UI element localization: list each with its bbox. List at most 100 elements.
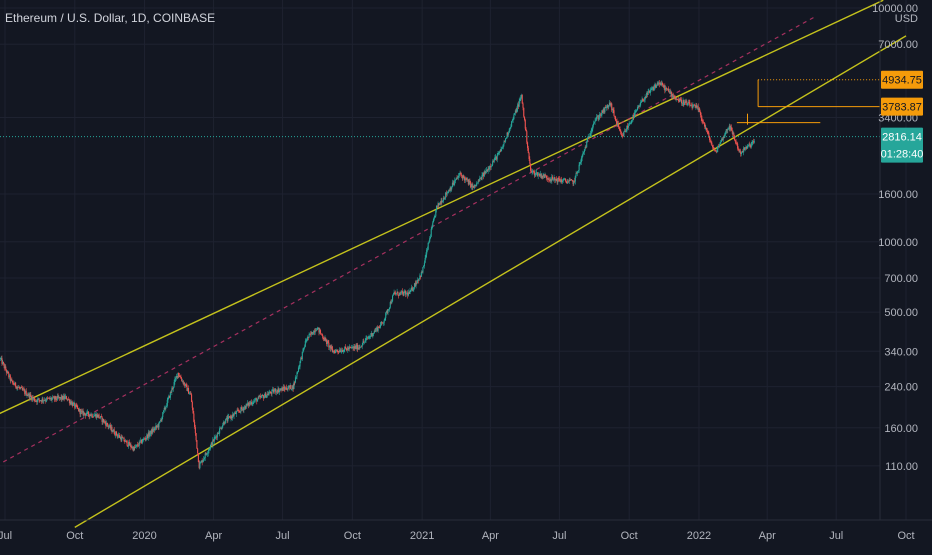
candle-body <box>386 311 388 313</box>
candle-body <box>181 378 183 381</box>
candle-body <box>257 396 259 400</box>
candle-body <box>401 291 403 293</box>
candle-body <box>501 148 503 150</box>
candle-body <box>548 178 550 180</box>
candle-body <box>373 333 375 335</box>
candle-body <box>665 87 667 89</box>
candle-body <box>738 148 740 152</box>
candle-body <box>537 173 539 177</box>
time-tick-label: Apr <box>482 530 499 542</box>
candle-body <box>704 124 706 129</box>
candle-body <box>621 135 623 137</box>
candle-body <box>522 103 524 108</box>
candle-body <box>154 427 156 430</box>
candle-body <box>68 399 71 404</box>
candle-body <box>377 326 379 331</box>
time-axis[interactable]: Jul Oct 2020 Apr Jul Oct 2021 Apr Jul Oct 2022 Apr J… <box>0 530 915 542</box>
candle-body <box>636 107 639 111</box>
candle-body <box>505 138 507 142</box>
candle-body <box>321 333 323 336</box>
candle-body <box>107 425 109 427</box>
candle-body <box>506 132 508 138</box>
candle-body <box>398 292 400 296</box>
candle-body <box>235 412 237 415</box>
candle-body <box>331 346 333 349</box>
candle-body <box>132 446 134 451</box>
candle-body <box>521 95 523 104</box>
candle-body <box>106 423 108 426</box>
candle-body <box>732 133 734 135</box>
level-tag-label: 3783.87 <box>882 102 922 114</box>
candle-body <box>1 358 3 364</box>
candle-body <box>495 156 497 158</box>
price-tick-label: 1000.00 <box>878 237 918 249</box>
candle-body <box>437 203 439 206</box>
candle-body <box>561 180 563 183</box>
candle-body <box>294 382 296 384</box>
candle-body <box>34 401 36 402</box>
time-tick-label: Jul <box>552 530 566 542</box>
candle-body <box>673 95 675 98</box>
candle-body <box>628 123 630 126</box>
candle-body <box>99 417 101 419</box>
candle-body <box>592 125 594 130</box>
candle-body <box>364 339 366 342</box>
candle-body <box>753 141 755 143</box>
candle-body <box>646 92 648 95</box>
candle-body <box>81 410 83 412</box>
candle-body <box>614 116 617 121</box>
candle-body <box>74 404 77 408</box>
candle-body <box>478 180 480 182</box>
candle-body <box>245 404 247 409</box>
candle-body <box>376 327 378 331</box>
candle-body <box>414 283 416 286</box>
candle-body <box>275 389 277 393</box>
candle-body <box>441 200 443 203</box>
candle-body <box>483 173 485 177</box>
candle-body <box>326 341 328 345</box>
candle-body <box>595 119 597 121</box>
candle-body <box>106 423 108 426</box>
candle-body <box>175 376 177 378</box>
candle-body <box>514 110 516 114</box>
candle-body <box>77 407 79 409</box>
candle-body <box>11 379 13 381</box>
candle-body <box>630 123 632 125</box>
candle-body <box>115 431 117 436</box>
candle-body <box>184 384 187 386</box>
candle-body <box>482 173 484 175</box>
candle-body <box>660 83 662 86</box>
candle-body <box>633 114 635 118</box>
candle-body <box>136 444 138 446</box>
candle-body <box>201 460 203 463</box>
candle-body <box>24 390 27 394</box>
candle-body <box>743 147 746 151</box>
candle-body <box>265 393 267 398</box>
candle-body <box>417 279 419 281</box>
price-axis[interactable]: 10000.007000.003400.001600.001000.00700.… <box>872 3 923 473</box>
candle-body <box>283 387 285 389</box>
candle-body <box>516 109 518 113</box>
candle-body <box>22 389 24 391</box>
candle-body <box>243 407 245 411</box>
candle-body <box>702 121 705 123</box>
candle-body <box>253 400 256 402</box>
candle-body <box>190 393 192 395</box>
candle-body <box>130 444 132 448</box>
candle-body <box>177 372 179 378</box>
candle-body <box>473 184 476 188</box>
candle-body <box>65 396 67 397</box>
candle-body <box>412 289 414 291</box>
candle-body <box>329 345 331 349</box>
candle-body <box>143 438 146 440</box>
candle-body <box>492 161 494 165</box>
current-price-label: 2816.14 <box>882 132 922 144</box>
candle-body <box>659 83 661 85</box>
candle-body <box>489 166 491 170</box>
candle-body <box>530 170 532 173</box>
candle-body <box>215 436 217 438</box>
candle-body <box>188 393 190 395</box>
candle-body <box>488 168 490 170</box>
